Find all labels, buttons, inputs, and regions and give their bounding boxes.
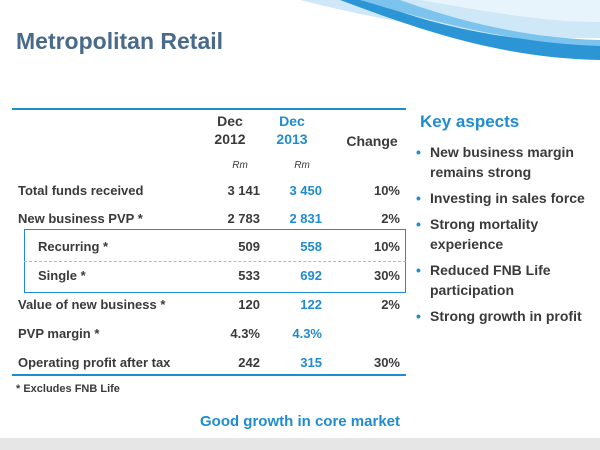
header-change: Change (346, 133, 398, 149)
header-2012-year: 2012 (214, 131, 246, 147)
units-2012: Rm (232, 160, 248, 171)
key-aspect-item: • Investing in sales force (416, 188, 596, 208)
key-aspect-item: • Strong growth in profit (416, 306, 596, 326)
sub-rows-divider (24, 261, 406, 262)
row-change: 10% (373, 183, 400, 198)
key-aspect-text: Strong growth in profit (430, 308, 582, 324)
header-swoosh-graphic (300, 0, 600, 60)
row-value-2012: 509 (238, 239, 260, 254)
row-change: 30% (373, 268, 400, 283)
bullet-icon: • (416, 190, 421, 206)
header-2013-month: Dec (279, 113, 305, 129)
row-label: Total funds received (18, 183, 144, 198)
row-value-2013: 122 (300, 297, 322, 312)
key-aspect-item: • Reduced FNB Life participation (416, 260, 596, 300)
row-value-2012: 3 141 (227, 183, 260, 198)
header-2012: Dec 2012 (200, 112, 260, 148)
footer-band (0, 438, 600, 450)
row-value-2013: 3 450 (289, 183, 322, 198)
bullet-icon: • (416, 262, 421, 278)
row-value-2013: 2 831 (289, 211, 322, 226)
row-label: PVP margin * (18, 326, 100, 341)
row-label: New business PVP * (18, 211, 143, 226)
key-aspect-item: • New business margin remains strong (416, 142, 596, 182)
row-change: 2% (381, 211, 400, 226)
key-aspect-text: New business margin remains strong (430, 144, 574, 180)
row-label: Operating profit after tax (18, 355, 171, 370)
table-bottom-rule (12, 374, 406, 376)
header-2013: Dec 2013 (262, 112, 322, 148)
row-change: 10% (373, 239, 400, 254)
row-label: Value of new business * (18, 297, 166, 312)
row-value-2013: 315 (300, 355, 322, 370)
key-aspect-text: Investing in sales force (430, 190, 585, 206)
units-2013: Rm (294, 160, 310, 171)
row-change: 2% (381, 297, 400, 312)
row-value-2012: 533 (238, 268, 260, 283)
row-value-2013: 692 (300, 268, 322, 283)
bullet-icon: • (416, 216, 421, 232)
bullet-icon: • (416, 144, 421, 160)
row-label: Recurring * (38, 239, 109, 254)
row-change: 30% (373, 355, 400, 370)
key-aspect-text: Strong mortality experience (430, 216, 539, 252)
table-top-rule (12, 108, 406, 110)
tagline: Good growth in core market (199, 413, 401, 430)
page-title: Metropolitan Retail (16, 28, 224, 54)
key-aspect-item: • Strong mortality experience (416, 214, 596, 254)
key-aspects-title: Key aspects (420, 112, 520, 131)
row-value-2012: 120 (238, 297, 260, 312)
bullet-icon: • (416, 308, 421, 324)
row-label: Single * (38, 268, 86, 283)
row-value-2013: 558 (300, 239, 322, 254)
row-value-2012: 2 783 (227, 211, 260, 226)
footnote: * Excludes FNB Life (16, 383, 120, 395)
key-aspects-list: • New business margin remains strong • Inv… (416, 142, 596, 332)
row-value-2012: 242 (238, 355, 260, 370)
key-aspect-text: Reduced FNB Life participation (430, 262, 551, 298)
row-value-2013: 4.3% (292, 326, 322, 341)
header-2013-year: 2013 (276, 131, 308, 147)
header-2012-month: Dec (217, 113, 243, 129)
row-value-2012: 4.3% (230, 326, 260, 341)
